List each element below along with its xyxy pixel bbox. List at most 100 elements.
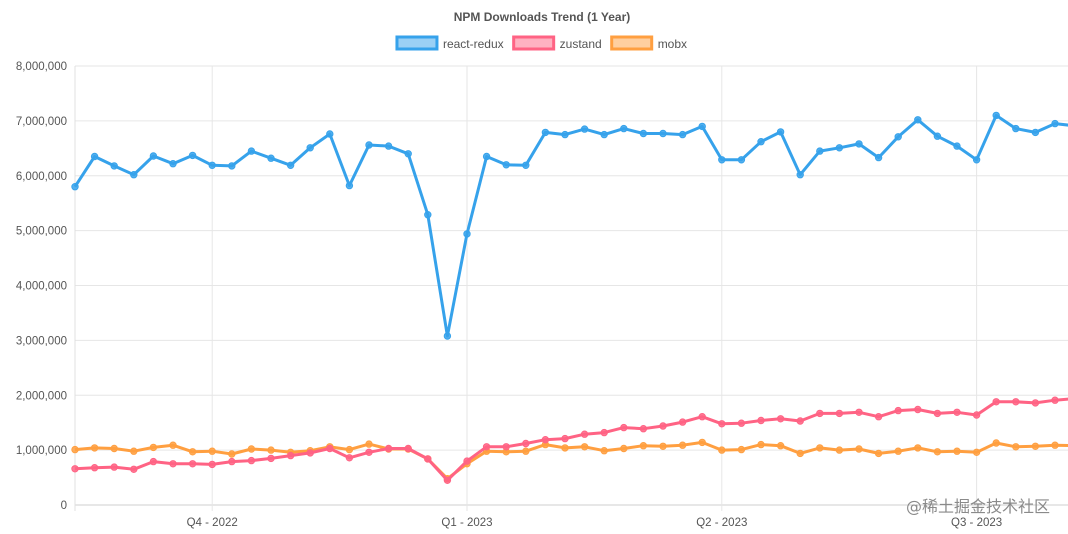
data-point[interactable] bbox=[365, 448, 373, 456]
data-point[interactable] bbox=[718, 156, 726, 164]
data-point[interactable] bbox=[404, 150, 412, 158]
data-point[interactable] bbox=[678, 130, 687, 139]
data-point[interactable] bbox=[620, 423, 628, 432]
data-point[interactable] bbox=[1012, 398, 1020, 406]
data-point[interactable] bbox=[678, 441, 687, 449]
data-point[interactable] bbox=[914, 405, 922, 414]
data-point[interactable] bbox=[757, 138, 765, 146]
data-point[interactable] bbox=[992, 111, 1000, 120]
data-point[interactable] bbox=[267, 446, 275, 454]
data-point[interactable] bbox=[855, 408, 863, 416]
data-point[interactable] bbox=[718, 446, 726, 454]
data-point[interactable] bbox=[522, 447, 530, 455]
data-point[interactable] bbox=[208, 161, 216, 170]
data-point[interactable] bbox=[600, 428, 608, 437]
data-point[interactable] bbox=[992, 439, 1000, 447]
data-point[interactable] bbox=[835, 446, 844, 454]
data-point[interactable] bbox=[737, 445, 746, 454]
data-point[interactable] bbox=[169, 441, 177, 449]
legend-item-zustand[interactable]: zustand bbox=[512, 35, 602, 51]
data-point[interactable] bbox=[482, 443, 491, 451]
data-point[interactable] bbox=[306, 449, 314, 457]
data-point[interactable] bbox=[1051, 441, 1059, 449]
data-point[interactable] bbox=[404, 444, 412, 453]
data-point[interactable] bbox=[247, 445, 256, 453]
data-point[interactable] bbox=[776, 442, 785, 450]
data-point[interactable] bbox=[816, 147, 824, 155]
data-point[interactable] bbox=[149, 457, 158, 466]
data-point[interactable] bbox=[502, 443, 510, 451]
data-point[interactable] bbox=[835, 144, 844, 152]
data-point[interactable] bbox=[600, 130, 608, 139]
data-point[interactable] bbox=[247, 147, 256, 155]
data-point[interactable] bbox=[600, 447, 608, 455]
data-point[interactable] bbox=[208, 460, 216, 469]
data-point[interactable] bbox=[443, 332, 452, 340]
data-point[interactable] bbox=[737, 419, 746, 427]
data-point[interactable] bbox=[894, 447, 902, 455]
data-point[interactable] bbox=[816, 444, 824, 452]
data-point[interactable] bbox=[1012, 443, 1020, 451]
data-point[interactable] bbox=[933, 409, 942, 418]
data-point[interactable] bbox=[1051, 119, 1059, 128]
data-point[interactable] bbox=[71, 445, 79, 454]
data-point[interactable] bbox=[933, 132, 942, 140]
data-point[interactable] bbox=[384, 444, 393, 453]
data-point[interactable] bbox=[130, 465, 138, 473]
data-point[interactable] bbox=[110, 162, 118, 170]
data-point[interactable] bbox=[796, 171, 804, 179]
data-point[interactable] bbox=[874, 413, 883, 421]
data-point[interactable] bbox=[149, 152, 158, 160]
data-point[interactable] bbox=[267, 454, 275, 463]
data-point[interactable] bbox=[698, 122, 706, 131]
legend-item-mobx[interactable]: mobx bbox=[610, 35, 687, 51]
data-point[interactable] bbox=[228, 457, 236, 466]
data-point[interactable] bbox=[639, 442, 648, 450]
data-point[interactable] bbox=[365, 141, 373, 149]
data-point[interactable] bbox=[1012, 124, 1020, 133]
data-point[interactable] bbox=[580, 430, 589, 438]
data-point[interactable] bbox=[933, 448, 942, 456]
data-point[interactable] bbox=[639, 129, 648, 138]
data-point[interactable] bbox=[953, 408, 961, 416]
data-point[interactable] bbox=[541, 436, 550, 444]
data-point[interactable] bbox=[110, 463, 118, 471]
data-point[interactable] bbox=[482, 152, 491, 161]
data-point[interactable] bbox=[953, 447, 961, 455]
data-point[interactable] bbox=[267, 154, 275, 162]
data-point[interactable] bbox=[188, 448, 197, 456]
data-point[interactable] bbox=[208, 447, 216, 455]
data-point[interactable] bbox=[110, 444, 118, 453]
data-point[interactable] bbox=[326, 130, 334, 138]
data-point[interactable] bbox=[914, 116, 922, 124]
data-point[interactable] bbox=[90, 444, 99, 452]
data-point[interactable] bbox=[424, 455, 432, 463]
data-point[interactable] bbox=[757, 416, 765, 425]
data-point[interactable] bbox=[71, 183, 79, 191]
data-point[interactable] bbox=[306, 144, 314, 152]
data-point[interactable] bbox=[698, 413, 706, 421]
data-point[interactable] bbox=[90, 464, 99, 472]
data-point[interactable] bbox=[188, 460, 197, 468]
legend-item-react-redux[interactable]: react-redux bbox=[395, 35, 504, 51]
data-point[interactable] bbox=[620, 444, 628, 453]
data-point[interactable] bbox=[992, 398, 1000, 406]
data-point[interactable] bbox=[1031, 128, 1040, 137]
data-point[interactable] bbox=[796, 417, 804, 425]
data-point[interactable] bbox=[718, 420, 726, 428]
data-point[interactable] bbox=[463, 230, 471, 238]
data-point[interactable] bbox=[874, 153, 883, 162]
data-point[interactable] bbox=[90, 152, 99, 161]
data-point[interactable] bbox=[835, 409, 844, 418]
data-point[interactable] bbox=[561, 434, 569, 443]
data-point[interactable] bbox=[776, 415, 785, 423]
data-point[interactable] bbox=[580, 125, 589, 133]
data-point[interactable] bbox=[286, 451, 295, 460]
data-point[interactable] bbox=[855, 140, 863, 148]
data-point[interactable] bbox=[776, 128, 785, 136]
data-point[interactable] bbox=[953, 142, 961, 150]
data-point[interactable] bbox=[345, 445, 354, 454]
data-point[interactable] bbox=[972, 411, 981, 419]
data-point[interactable] bbox=[1051, 396, 1059, 404]
data-point[interactable] bbox=[659, 422, 667, 430]
